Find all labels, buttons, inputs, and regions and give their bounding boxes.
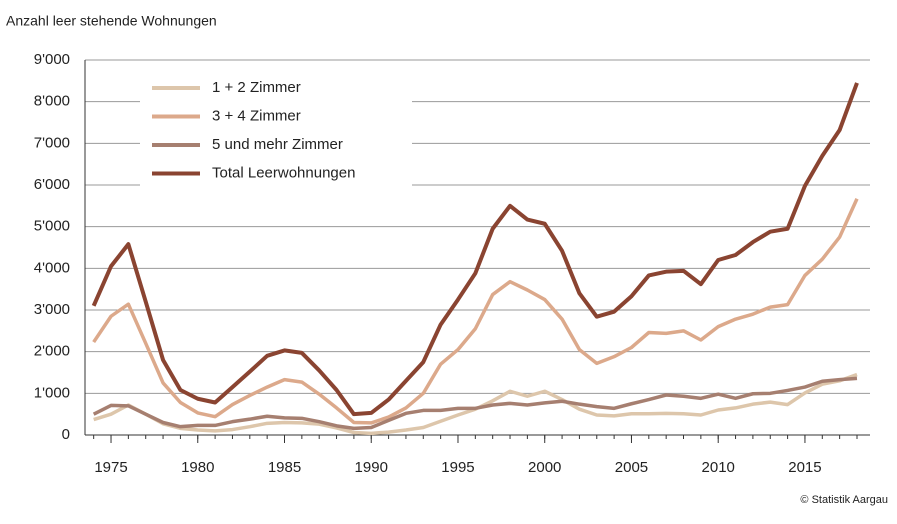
y-tick-label: 4'000 — [34, 259, 70, 276]
x-tick-label: 1975 — [94, 459, 127, 476]
x-tick-label: 2015 — [788, 459, 821, 476]
y-tick-label: 6'000 — [34, 176, 70, 193]
x-tick-label: 2000 — [528, 459, 561, 476]
x-tick-label: 1980 — [181, 459, 214, 476]
y-tick-label: 0 — [62, 426, 70, 443]
x-tick-label: 2010 — [702, 459, 735, 476]
legend-label: 3 + 4 Zimmer — [212, 107, 301, 124]
legend-label: 5 und mehr Zimmer — [212, 136, 343, 153]
y-tick-label: 1'000 — [34, 384, 70, 401]
y-tick-label: 5'000 — [34, 218, 70, 235]
x-tick-label: 2005 — [615, 459, 648, 476]
series-line — [92, 376, 858, 431]
y-tick-label: 7'000 — [34, 134, 70, 151]
legend-box — [140, 72, 412, 188]
y-tick-label: 9'000 — [34, 51, 70, 68]
x-tick-label: 1985 — [268, 459, 301, 476]
x-tick-label: 1990 — [355, 459, 388, 476]
y-tick-label: 2'000 — [34, 343, 70, 360]
series-line — [92, 198, 859, 425]
y-tick-label: 3'000 — [34, 301, 70, 318]
legend-label: Total Leerwohnungen — [212, 164, 355, 181]
series-line — [91, 82, 859, 417]
x-tick-label: 1995 — [441, 459, 474, 476]
y-axis-title: Anzahl leer stehende Wohnungen — [6, 13, 217, 29]
legend-label: 1 + 2 Zimmer — [212, 79, 301, 96]
y-tick-label: 8'000 — [34, 93, 70, 110]
source: © Statistik Aargau — [800, 494, 888, 506]
